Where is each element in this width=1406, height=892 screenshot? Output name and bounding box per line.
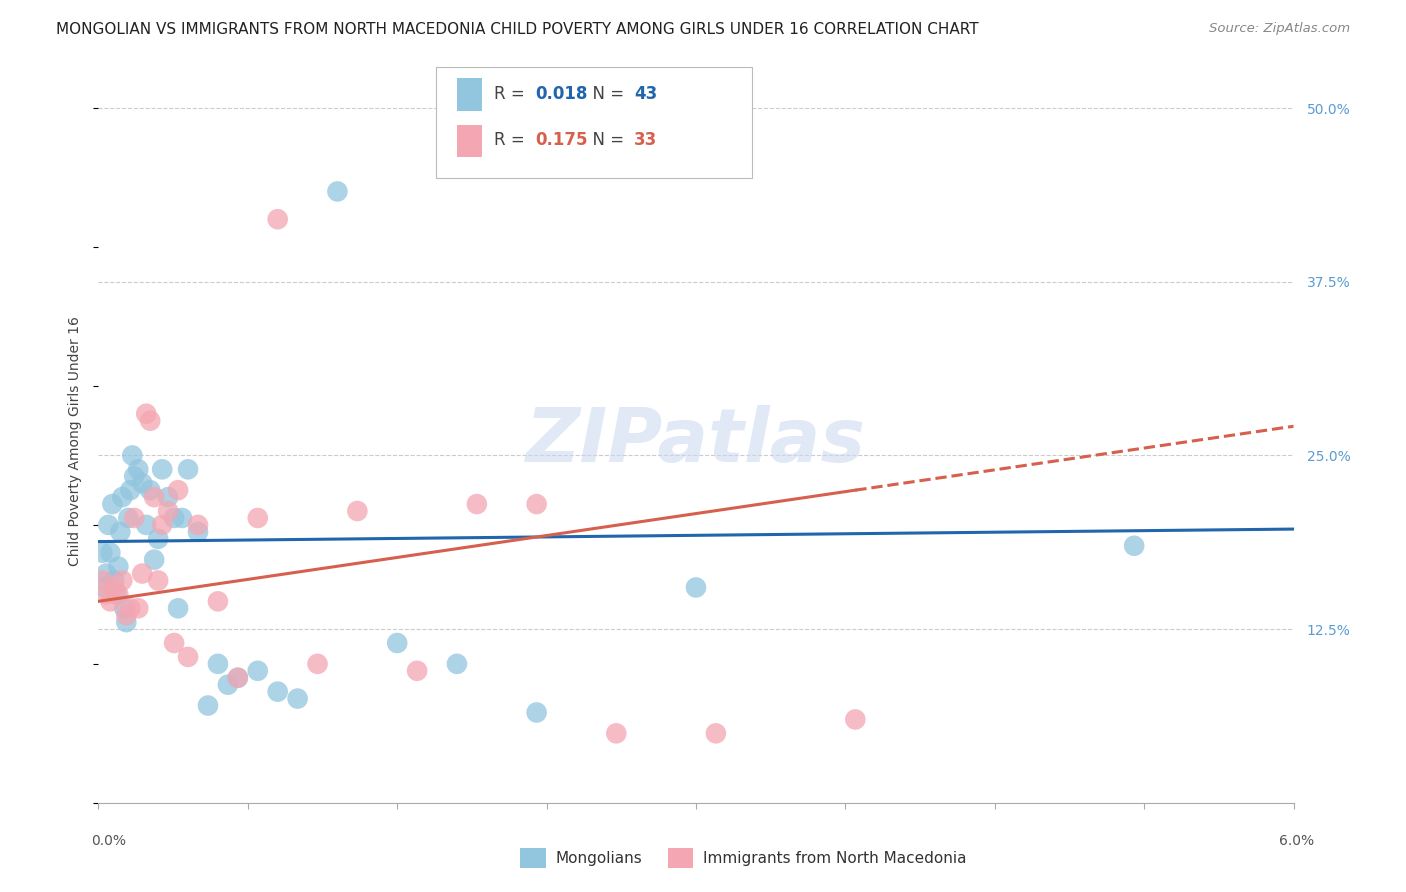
Point	[135, 407, 157, 421]
Point	[139, 483, 162, 498]
Point	[385, 636, 409, 650]
Point	[115, 608, 138, 623]
Point	[131, 476, 153, 491]
Text: ZIPatlas: ZIPatlas	[526, 405, 866, 478]
Point	[217, 678, 239, 692]
Point	[112, 601, 135, 615]
Point	[103, 574, 125, 588]
Point	[187, 524, 209, 539]
Point	[143, 490, 166, 504]
Point	[267, 684, 290, 698]
Y-axis label: Child Poverty Among Girls Under 16: Child Poverty Among Girls Under 16	[69, 317, 83, 566]
Point	[96, 587, 118, 601]
Point	[406, 664, 429, 678]
Point	[197, 698, 219, 713]
Point	[226, 671, 249, 685]
Point	[111, 574, 134, 588]
Point	[326, 185, 349, 199]
Point	[124, 469, 146, 483]
Point	[120, 601, 142, 615]
Point	[98, 594, 122, 608]
Text: Source: ZipAtlas.com: Source: ZipAtlas.com	[1209, 22, 1350, 36]
Point	[605, 726, 627, 740]
Text: 6.0%: 6.0%	[1279, 834, 1315, 848]
Point	[111, 490, 134, 504]
Text: N =: N =	[582, 131, 630, 149]
Text: 33: 33	[634, 131, 658, 149]
Point	[704, 726, 727, 740]
Point	[91, 546, 114, 560]
Point	[148, 532, 170, 546]
Text: 43: 43	[634, 85, 658, 103]
Point	[121, 449, 143, 463]
Point	[307, 657, 329, 671]
Point	[226, 671, 249, 685]
Text: 0.018: 0.018	[536, 85, 588, 103]
Point	[526, 706, 548, 720]
Point	[105, 587, 128, 601]
Point	[287, 691, 309, 706]
Point	[207, 657, 229, 671]
Point	[844, 713, 866, 727]
Point	[98, 546, 122, 560]
Text: 0.175: 0.175	[536, 131, 588, 149]
Point	[131, 566, 153, 581]
Point	[267, 212, 290, 227]
Point	[117, 511, 139, 525]
Point	[120, 483, 142, 498]
Point	[110, 524, 132, 539]
Point	[96, 566, 118, 581]
Point	[107, 587, 129, 601]
Point	[465, 497, 488, 511]
Point	[157, 490, 180, 504]
Point	[93, 581, 115, 595]
Point	[446, 657, 468, 671]
Point	[157, 504, 180, 518]
Point	[167, 483, 190, 498]
Point	[177, 462, 200, 476]
Text: R =: R =	[494, 131, 530, 149]
Point	[167, 601, 190, 615]
Point	[135, 517, 157, 532]
Point	[127, 462, 149, 476]
Point	[526, 497, 548, 511]
Point	[115, 615, 138, 630]
Point	[107, 559, 129, 574]
Text: N =: N =	[582, 85, 630, 103]
Text: Immigrants from North Macedonia: Immigrants from North Macedonia	[703, 851, 966, 865]
Point	[163, 511, 186, 525]
Point	[246, 511, 269, 525]
Text: 0.0%: 0.0%	[91, 834, 127, 848]
Point	[124, 511, 146, 525]
Point	[103, 581, 125, 595]
Point	[187, 517, 209, 532]
Point	[150, 462, 173, 476]
Point	[177, 649, 200, 664]
Point	[346, 504, 368, 518]
Point	[91, 574, 114, 588]
Point	[97, 517, 120, 532]
Text: R =: R =	[494, 85, 530, 103]
Point	[246, 664, 269, 678]
Point	[101, 497, 124, 511]
Point	[139, 414, 162, 428]
Point	[148, 574, 170, 588]
Point	[127, 601, 149, 615]
Text: MONGOLIAN VS IMMIGRANTS FROM NORTH MACEDONIA CHILD POVERTY AMONG GIRLS UNDER 16 : MONGOLIAN VS IMMIGRANTS FROM NORTH MACED…	[56, 22, 979, 37]
Point	[143, 552, 166, 566]
Text: Mongolians: Mongolians	[555, 851, 643, 865]
Point	[685, 581, 707, 595]
Point	[1123, 539, 1146, 553]
Point	[163, 636, 186, 650]
Point	[150, 517, 173, 532]
Point	[172, 511, 194, 525]
Point	[207, 594, 229, 608]
